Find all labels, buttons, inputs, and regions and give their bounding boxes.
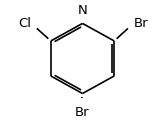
Text: N: N xyxy=(78,4,87,17)
Text: Br: Br xyxy=(133,17,148,30)
Text: Br: Br xyxy=(75,106,90,119)
Text: Cl: Cl xyxy=(18,17,31,30)
